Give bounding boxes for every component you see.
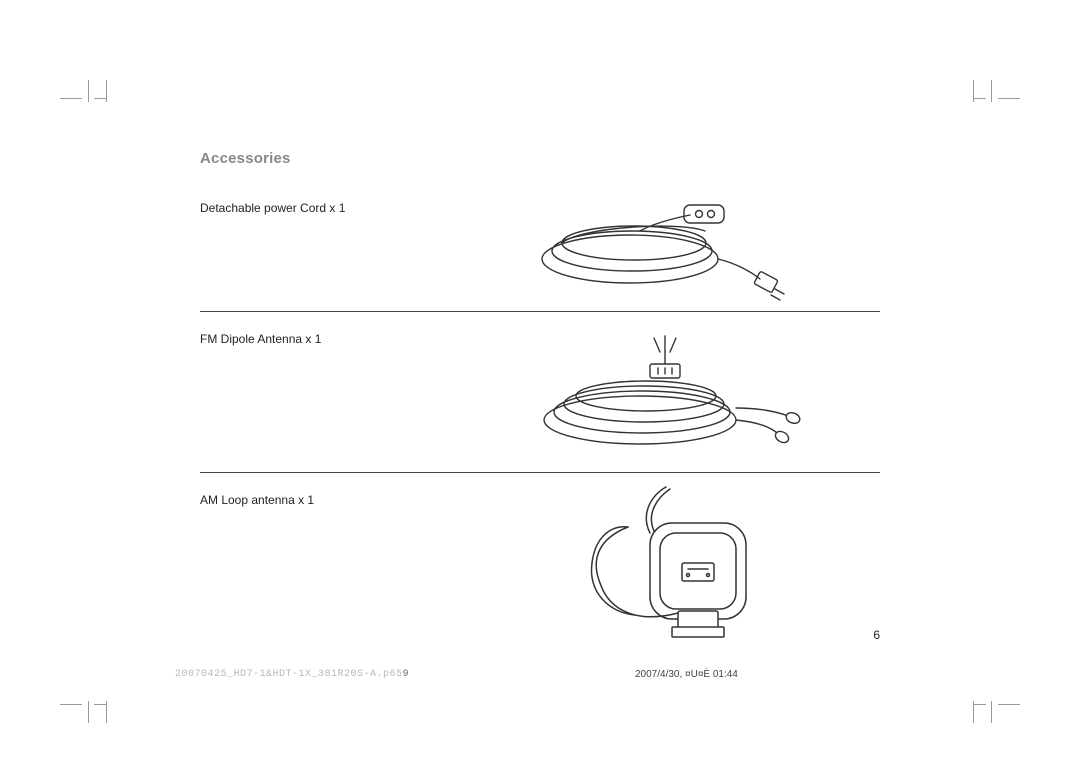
accessory-row: Detachable power Cord x 1 — [200, 191, 880, 312]
accessory-label: Detachable power Cord x 1 — [200, 191, 460, 215]
footer-filename-page: 9 — [403, 669, 410, 680]
page-number: 6 — [873, 628, 880, 642]
accessory-row: AM Loop antenna x 1 — [200, 473, 880, 663]
page-content: Accessories Detachable power Cord x 1 — [200, 150, 880, 663]
power-cord-icon — [460, 191, 880, 301]
section-heading: Accessories — [200, 150, 880, 167]
accessory-label: AM Loop antenna x 1 — [200, 483, 460, 507]
fm-antenna-icon — [460, 322, 880, 462]
accessory-row: FM Dipole Antenna x 1 — [200, 312, 880, 473]
footer-filename-text: 20070425_HD7-1&HDT-1X_381R20S-A.p65 — [175, 669, 403, 680]
am-loop-antenna-icon — [460, 483, 880, 653]
accessory-label: FM Dipole Antenna x 1 — [200, 322, 460, 346]
footer-timestamp: 2007/4/30, ¤U¤È 01:44 — [635, 669, 738, 680]
footer-filename: 20070425_HD7-1&HDT-1X_381R20S-A.p659 — [175, 669, 409, 680]
